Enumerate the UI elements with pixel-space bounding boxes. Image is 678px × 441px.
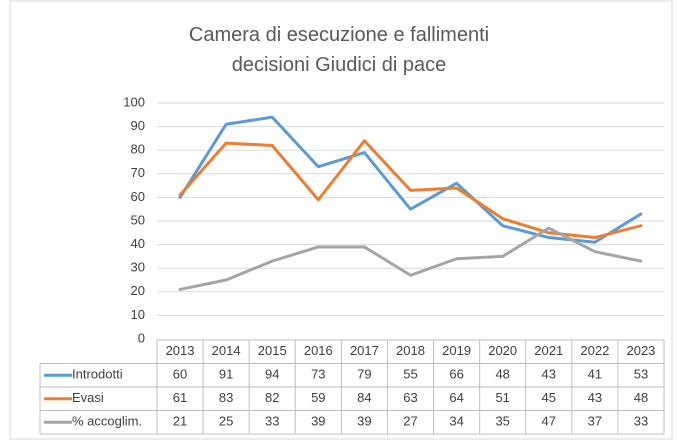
table-value: 33 bbox=[634, 414, 648, 429]
table-value: 55 bbox=[403, 367, 417, 382]
table-value: 25 bbox=[219, 414, 233, 429]
x-tick-label: 2023 bbox=[626, 343, 655, 358]
table-value: 21 bbox=[173, 414, 187, 429]
table-value: 59 bbox=[311, 390, 325, 405]
table-value: 37 bbox=[588, 414, 602, 429]
table-value: 43 bbox=[542, 367, 556, 382]
table-value: 73 bbox=[311, 367, 325, 382]
x-tick-label: 2021 bbox=[534, 343, 563, 358]
y-tick-label: 30 bbox=[131, 260, 145, 275]
x-tick-label: 2016 bbox=[304, 343, 333, 358]
table-value: 60 bbox=[173, 367, 187, 382]
chart-title: Camera di esecuzione e fallimenti decisi… bbox=[188, 24, 490, 76]
table-value: 33 bbox=[265, 414, 279, 429]
table-value: 63 bbox=[403, 390, 417, 405]
table-value: 39 bbox=[357, 414, 371, 429]
table-value: 51 bbox=[495, 390, 509, 405]
table-value: 84 bbox=[357, 390, 371, 405]
table-value: 61 bbox=[173, 390, 187, 405]
table-value: 35 bbox=[495, 414, 509, 429]
table-value: 27 bbox=[403, 414, 417, 429]
table-value: 79 bbox=[357, 367, 371, 382]
x-tick-label: 2019 bbox=[442, 343, 471, 358]
legend-label: Evasi bbox=[72, 390, 104, 405]
x-tick-label: 2022 bbox=[580, 343, 609, 358]
y-tick-label: 90 bbox=[131, 118, 145, 133]
table-value: 94 bbox=[265, 367, 279, 382]
x-tick-label: 2020 bbox=[488, 343, 517, 358]
x-tick-label: 2014 bbox=[212, 343, 241, 358]
series-line bbox=[178, 226, 643, 291]
table-value: 45 bbox=[542, 390, 556, 405]
table-value: 64 bbox=[449, 390, 463, 405]
table-value: 66 bbox=[449, 367, 463, 382]
y-tick-label: 20 bbox=[131, 283, 145, 298]
table-value: 48 bbox=[495, 367, 509, 382]
y-tick-label: 100 bbox=[123, 94, 145, 109]
table-value: 41 bbox=[588, 367, 602, 382]
y-tick-label: 0 bbox=[138, 330, 145, 345]
x-tick-label: 2017 bbox=[350, 343, 379, 358]
table-value: 48 bbox=[634, 390, 648, 405]
legend-label: % accoglim. bbox=[72, 414, 142, 429]
x-tick-label: 2013 bbox=[166, 343, 195, 358]
table-value: 39 bbox=[311, 414, 325, 429]
y-tick-label: 70 bbox=[131, 165, 145, 180]
table-value: 91 bbox=[219, 367, 233, 382]
series-line bbox=[178, 139, 643, 240]
table-value: 82 bbox=[265, 390, 279, 405]
y-tick-label: 80 bbox=[131, 142, 145, 157]
x-tick-label: 2018 bbox=[396, 343, 425, 358]
table-value: 43 bbox=[588, 390, 602, 405]
y-tick-label: 10 bbox=[131, 307, 145, 322]
y-tick-label: 60 bbox=[131, 189, 145, 204]
table-value: 47 bbox=[542, 414, 556, 429]
y-tick-label: 50 bbox=[131, 212, 145, 227]
chart-border bbox=[9, 0, 673, 440]
table-value: 34 bbox=[449, 414, 463, 429]
y-tick-label: 40 bbox=[131, 236, 145, 251]
table-value: 53 bbox=[634, 367, 648, 382]
legend-label: Introdotti bbox=[72, 367, 123, 382]
table-value: 83 bbox=[219, 390, 233, 405]
x-tick-label: 2015 bbox=[258, 343, 287, 358]
series-line bbox=[178, 115, 643, 244]
